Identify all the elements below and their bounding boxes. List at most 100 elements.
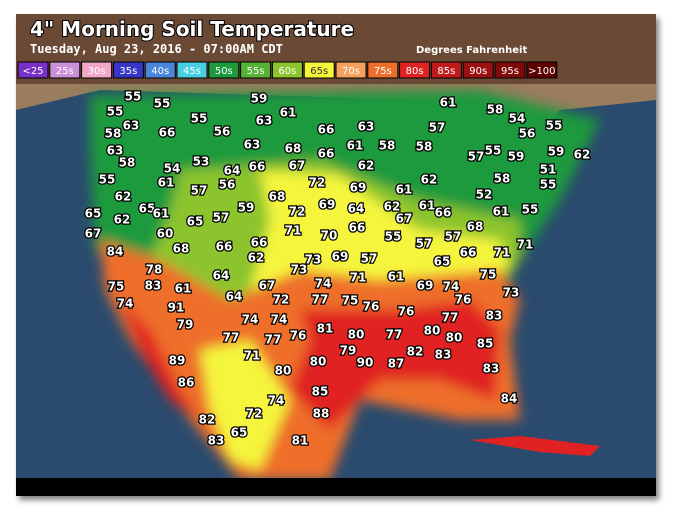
station-value: 74 <box>443 280 460 294</box>
station-value: 83 <box>486 309 503 323</box>
station-value: 80 <box>310 355 327 369</box>
station-value: 57 <box>213 211 230 225</box>
station-value: 84 <box>107 245 124 259</box>
station-value: 75 <box>342 294 359 308</box>
station-value: 62 <box>384 200 401 214</box>
station-value: 55 <box>154 97 171 111</box>
legend-swatch <box>367 61 399 79</box>
station-value: 73 <box>291 263 308 277</box>
station-value: 54 <box>509 112 526 126</box>
station-value: 55 <box>385 230 402 244</box>
station-value: 55 <box>546 119 563 133</box>
legend-label: 95s <box>501 66 519 77</box>
station-value: 80 <box>424 324 441 338</box>
station-value: 66 <box>460 246 477 260</box>
legend-swatch <box>430 61 462 79</box>
station-value: 63 <box>256 114 273 128</box>
legend-label: 45s <box>183 66 201 77</box>
station-value: 59 <box>238 201 255 215</box>
legend: <25 25s 30s 35s 40s 45s 50s 55s 60s 65s 70s 75s 80s 8… <box>17 61 558 79</box>
station-value: 53 <box>193 155 210 169</box>
station-value: 77 <box>442 311 459 325</box>
station-value: 62 <box>115 190 132 204</box>
station-value: 63 <box>123 119 140 133</box>
station-value: 81 <box>317 322 334 336</box>
station-value: 85 <box>312 385 329 399</box>
station-value: 74 <box>271 313 288 327</box>
legend-label: 85s <box>437 66 455 77</box>
station-value: 77 <box>312 293 329 307</box>
station-value: 74 <box>315 277 332 291</box>
station-value: 76 <box>455 293 472 307</box>
station-value: 67 <box>259 279 276 293</box>
station-value: 77 <box>223 331 240 345</box>
station-value: 59 <box>251 92 268 106</box>
legend-swatch <box>144 61 176 79</box>
station-value: 61 <box>280 106 297 120</box>
legend-label: >100 <box>528 66 555 77</box>
station-value: 66 <box>249 160 266 174</box>
station-value: 56 <box>214 125 231 139</box>
station-value: 76 <box>398 305 415 319</box>
station-value: 61 <box>440 96 457 110</box>
station-value: 71 <box>285 224 302 238</box>
legend-swatch <box>240 61 272 79</box>
station-value: 69 <box>319 198 336 212</box>
legend-swatch <box>462 61 494 79</box>
legend-label: 40s <box>151 66 169 77</box>
station-value: 65 <box>231 426 248 440</box>
station-value: 68 <box>285 142 302 156</box>
station-value: 71 <box>244 349 261 363</box>
station-value: 76 <box>363 300 380 314</box>
legend-swatch <box>176 61 208 79</box>
station-value: 72 <box>289 205 306 219</box>
legend-label: 25s <box>56 66 74 77</box>
station-value: 58 <box>487 103 504 117</box>
station-value: 75 <box>108 280 125 294</box>
legend-swatch <box>208 61 240 79</box>
station-value: 79 <box>340 344 357 358</box>
legend-label: <25 <box>22 66 43 77</box>
station-value: 61 <box>388 270 405 284</box>
station-value: 60 <box>157 227 174 241</box>
legend-label: 90s <box>469 66 487 77</box>
station-value: 75 <box>480 268 497 282</box>
station-value: 62 <box>358 159 375 173</box>
station-value: 91 <box>168 301 185 315</box>
station-value: 72 <box>309 176 326 190</box>
station-value: 65 <box>434 255 451 269</box>
station-value: 83 <box>208 434 225 448</box>
station-value: 58 <box>379 139 396 153</box>
station-value: 57 <box>468 150 485 164</box>
station-value: 66 <box>251 236 268 250</box>
station-value: 61 <box>419 199 436 213</box>
station-value: 64 <box>213 269 230 283</box>
station-value: 85 <box>477 337 494 351</box>
station-value: 80 <box>348 328 365 342</box>
station-value: 81 <box>292 434 309 448</box>
legend-swatch <box>112 61 144 79</box>
station-value: 82 <box>407 345 424 359</box>
legend-swatch <box>335 61 367 79</box>
station-value: 72 <box>273 293 290 307</box>
station-value: 78 <box>146 263 163 277</box>
station-value: 58 <box>119 156 136 170</box>
station-value: 68 <box>173 242 190 256</box>
station-value: 69 <box>350 181 367 195</box>
legend-swatch <box>49 61 81 79</box>
station-value: 68 <box>269 190 286 204</box>
station-value: 55 <box>540 178 557 192</box>
station-value: 71 <box>494 246 511 260</box>
station-value: 71 <box>350 271 367 285</box>
station-value: 77 <box>265 333 282 347</box>
station-value: 65 <box>85 207 102 221</box>
station-value: 66 <box>216 240 233 254</box>
station-value: 80 <box>446 331 463 345</box>
station-value: 61 <box>175 282 192 296</box>
station-value: 66 <box>349 221 366 235</box>
station-value: 66 <box>318 123 335 137</box>
station-value: 90 <box>357 356 374 370</box>
station-value: 56 <box>219 178 236 192</box>
legend-label: 55s <box>247 66 265 77</box>
